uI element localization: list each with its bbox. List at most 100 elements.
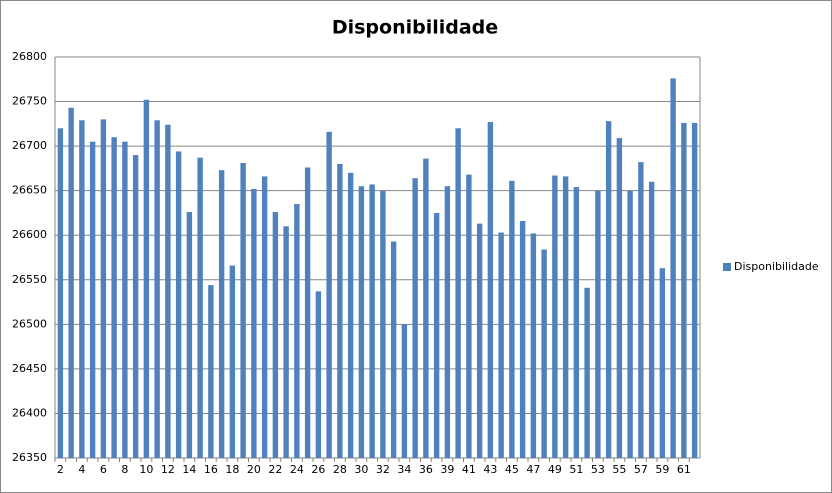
bar bbox=[380, 190, 386, 458]
bar bbox=[100, 119, 107, 458]
bar bbox=[143, 99, 150, 459]
bar bbox=[573, 187, 580, 458]
x-tick-label: 55 bbox=[612, 463, 626, 476]
bar bbox=[132, 155, 139, 458]
bar bbox=[390, 241, 397, 458]
y-tick-label: 26700 bbox=[12, 139, 47, 152]
x-tick-label: 16 bbox=[204, 463, 218, 476]
x-tick-label: 12 bbox=[161, 463, 175, 476]
bar bbox=[240, 163, 246, 458]
bar bbox=[154, 120, 160, 458]
x-tick-label: 18 bbox=[225, 463, 239, 476]
bar bbox=[294, 204, 300, 458]
x-tick-label: 61 bbox=[677, 463, 691, 476]
bar bbox=[541, 249, 547, 458]
bar bbox=[605, 121, 612, 458]
x-tick-label: 59 bbox=[655, 463, 669, 476]
y-tick-label: 26600 bbox=[12, 228, 47, 241]
x-tick-label: 43 bbox=[483, 463, 497, 476]
y-tick-label: 26400 bbox=[12, 406, 47, 419]
x-tick-label: 30 bbox=[354, 463, 368, 476]
x-tick-label: 20 bbox=[247, 463, 261, 476]
x-tick-label: 10 bbox=[139, 463, 153, 476]
legend-swatch bbox=[723, 263, 731, 271]
y-tick-label: 26350 bbox=[12, 451, 47, 464]
bar bbox=[648, 181, 655, 458]
bar bbox=[261, 176, 268, 459]
bar bbox=[412, 178, 418, 459]
bar bbox=[423, 158, 429, 458]
bar bbox=[304, 167, 311, 458]
bar bbox=[584, 287, 590, 458]
bar bbox=[552, 175, 558, 459]
x-tick-label: 14 bbox=[182, 463, 196, 476]
bar bbox=[455, 128, 461, 459]
bar bbox=[218, 170, 225, 458]
x-tick-label: 53 bbox=[591, 463, 605, 476]
x-tick-label: 6 bbox=[100, 463, 107, 476]
bar bbox=[186, 212, 193, 458]
x-tick-label: 51 bbox=[569, 463, 583, 476]
bar bbox=[369, 184, 375, 458]
y-tick-label: 26450 bbox=[12, 362, 47, 375]
bar bbox=[595, 190, 601, 458]
x-tick-label: 32 bbox=[376, 463, 390, 476]
y-tick-label: 26550 bbox=[12, 273, 47, 286]
bar bbox=[57, 128, 64, 459]
bar bbox=[79, 120, 85, 458]
bar bbox=[229, 265, 236, 458]
x-tick-label: 45 bbox=[505, 463, 519, 476]
bar bbox=[498, 232, 504, 458]
bar bbox=[638, 162, 644, 458]
x-tick-label: 28 bbox=[333, 463, 347, 476]
bar bbox=[111, 137, 117, 458]
bar bbox=[519, 220, 526, 458]
bar bbox=[315, 291, 322, 458]
x-tick-label: 47 bbox=[526, 463, 540, 476]
x-tick-label: 49 bbox=[548, 463, 562, 476]
bar bbox=[509, 180, 515, 458]
bar bbox=[530, 233, 537, 458]
x-tick-label: 4 bbox=[78, 463, 85, 476]
y-tick-label: 26800 bbox=[12, 50, 47, 63]
bar bbox=[681, 122, 687, 458]
bar bbox=[326, 131, 332, 458]
bar bbox=[251, 188, 257, 458]
bar bbox=[401, 324, 408, 458]
bar bbox=[122, 141, 128, 458]
bar bbox=[433, 212, 440, 458]
bar bbox=[175, 151, 182, 459]
bar bbox=[358, 186, 365, 458]
bar bbox=[476, 223, 483, 458]
x-tick-label: 8 bbox=[121, 463, 128, 476]
bar bbox=[627, 190, 633, 458]
bar bbox=[165, 124, 171, 459]
x-tick-label: 22 bbox=[268, 463, 282, 476]
bar bbox=[562, 176, 569, 459]
x-tick-label: 41 bbox=[462, 463, 476, 476]
x-tick-label: 39 bbox=[440, 463, 454, 476]
y-tick-label: 26500 bbox=[12, 317, 47, 330]
bar bbox=[691, 122, 698, 458]
x-tick-label: 36 bbox=[419, 463, 433, 476]
bar bbox=[283, 226, 289, 458]
bar bbox=[89, 141, 96, 458]
bar bbox=[616, 138, 623, 458]
x-tick-label: 26 bbox=[311, 463, 325, 476]
x-tick-label: 34 bbox=[397, 463, 411, 476]
bar bbox=[197, 157, 203, 458]
bar bbox=[487, 122, 494, 458]
legend-label: Disponibilidade bbox=[734, 260, 819, 273]
x-tick-label: 2 bbox=[57, 463, 64, 476]
chart-title: Disponibilidade bbox=[332, 17, 498, 39]
bar bbox=[444, 186, 451, 458]
y-tick-label: 26650 bbox=[12, 184, 47, 197]
bar bbox=[68, 107, 74, 458]
bar bbox=[272, 212, 279, 458]
bar bbox=[466, 174, 472, 459]
bar bbox=[347, 172, 354, 458]
bar bbox=[208, 285, 214, 458]
bar bbox=[659, 268, 666, 458]
x-tick-label: 57 bbox=[634, 463, 648, 476]
